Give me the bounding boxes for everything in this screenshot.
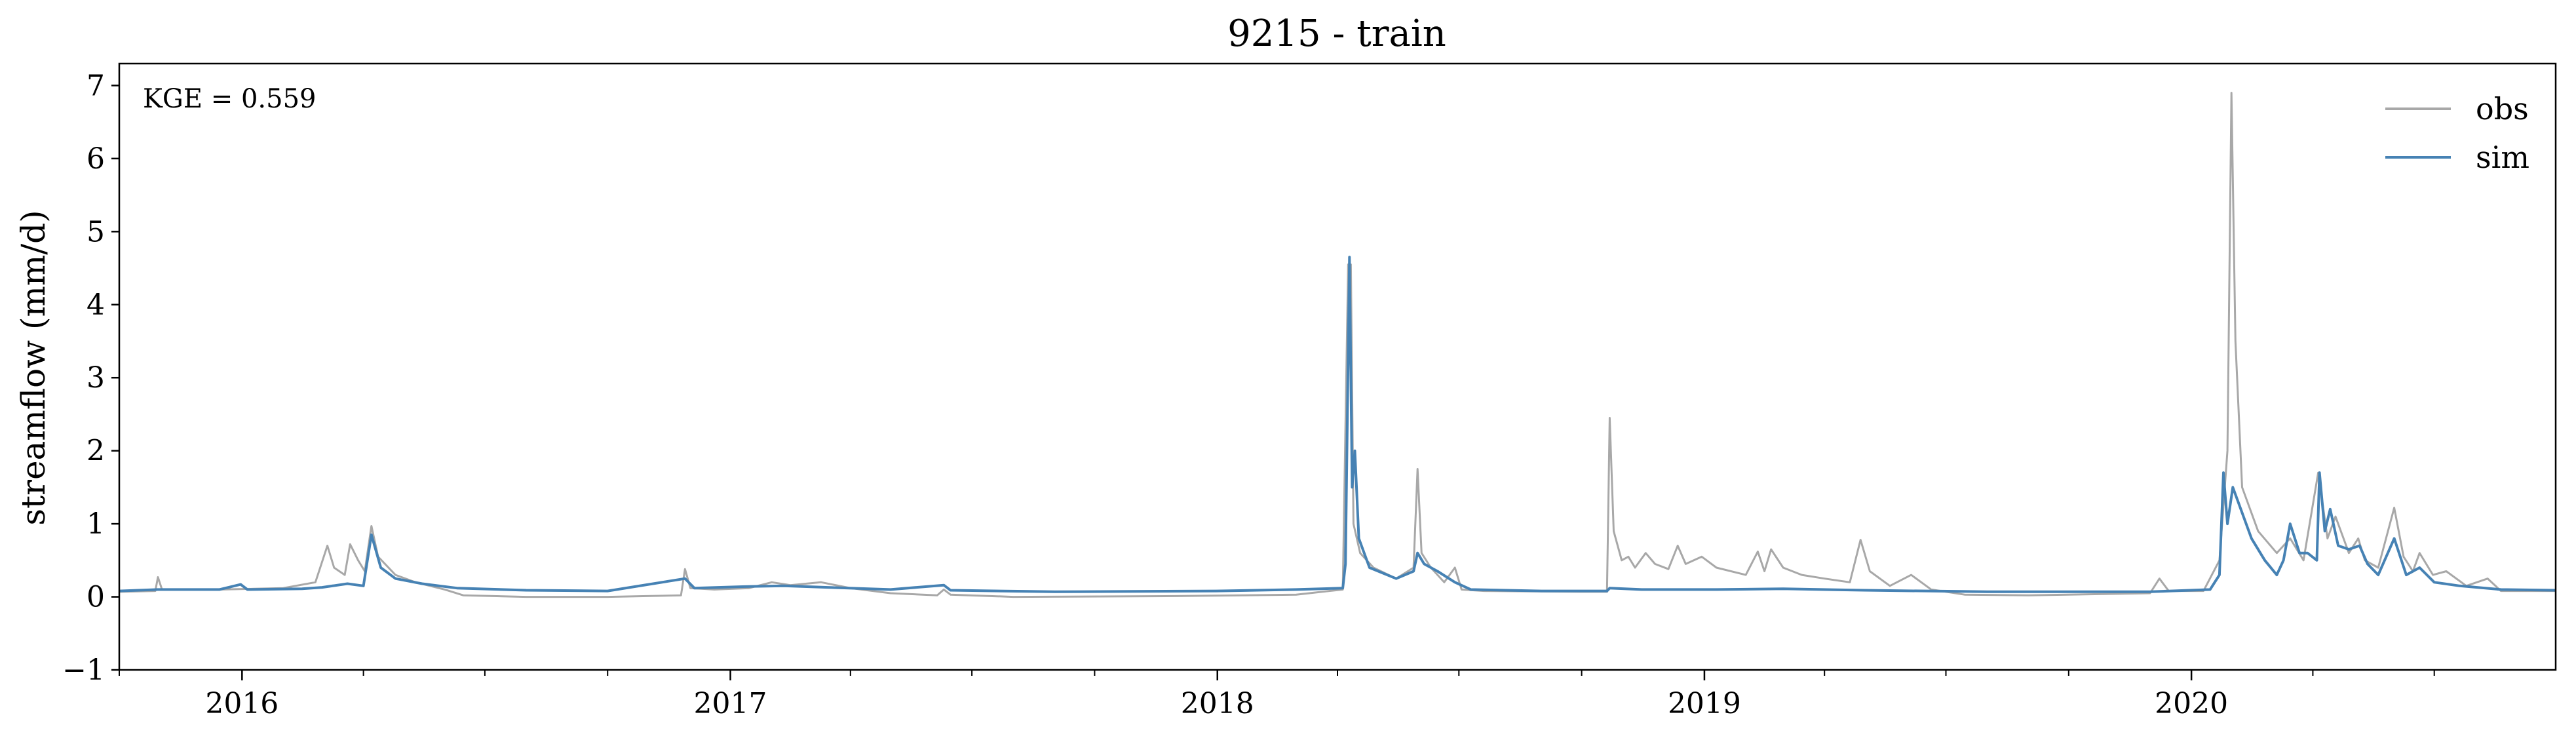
y-axis-label: streamflow (mm/d): [14, 210, 52, 525]
legend: obs sim: [2385, 91, 2529, 175]
x-tick-label: 2019: [1668, 687, 1741, 720]
series-line-sim: [119, 256, 2556, 593]
y-tick-label: 4: [87, 288, 105, 322]
x-axis: 2016 2017 2018 2019 2020: [119, 670, 2435, 720]
y-tick-label: −1: [62, 654, 105, 687]
y-tick-label: 1: [87, 507, 105, 541]
y-tick-label: 3: [87, 361, 105, 395]
legend-label-sim: sim: [2476, 140, 2529, 175]
y-axis: −1 0 1 2 3 4 5 6 7: [62, 69, 119, 687]
x-tick-label: 2016: [205, 687, 279, 720]
plot-frame: [118, 62, 2557, 671]
y-tick-label: 0: [87, 581, 105, 614]
legend-label-obs: obs: [2476, 91, 2529, 127]
x-tick-label: 2020: [2155, 687, 2228, 720]
chart-title: 9215 - train: [1227, 12, 1446, 55]
kge-annotation: KGE = 0.559: [143, 84, 317, 114]
series-layer: [119, 92, 2556, 598]
y-tick-label: 6: [87, 142, 105, 176]
x-tick-label: 2017: [694, 687, 767, 720]
series-line-obs: [119, 92, 2556, 598]
y-tick-label: 5: [87, 215, 105, 248]
x-tick-label: 2018: [1181, 687, 1254, 720]
y-tick-label: 2: [87, 435, 105, 468]
y-tick-label: 7: [87, 69, 105, 102]
